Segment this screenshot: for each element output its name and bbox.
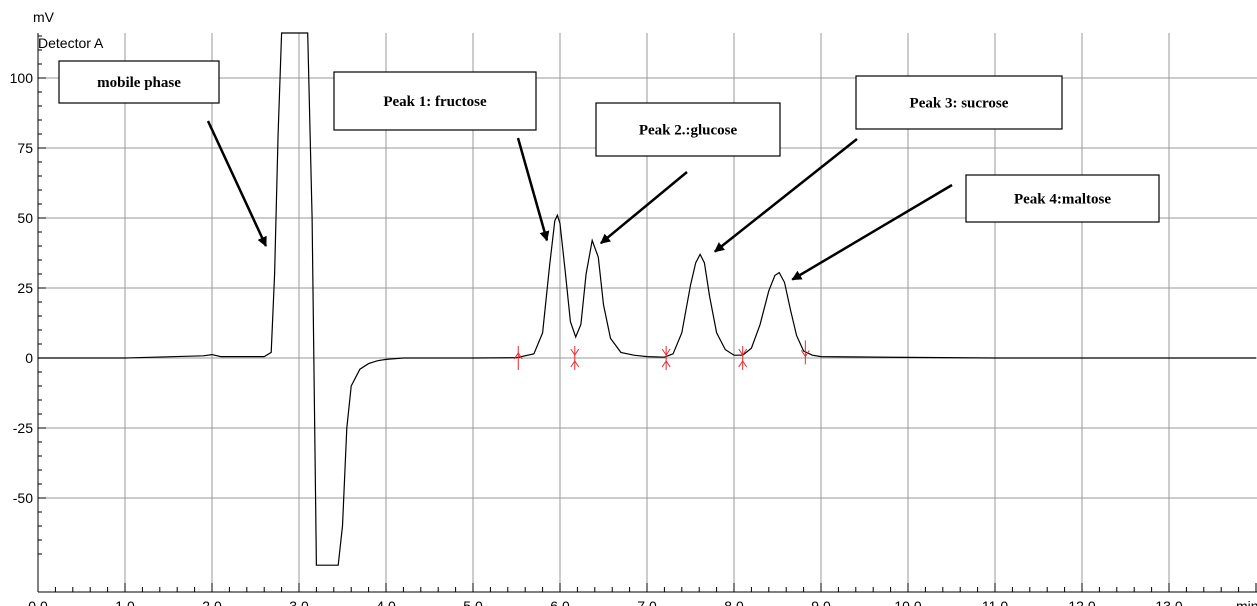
annotation-layer: mobile phase Peak 1: fructose Peak 2.:gluc… [58,60,1160,281]
x-unit-label: min [1236,598,1257,606]
y-tick-label: 100 [10,70,34,86]
x-tick-label: 7.0 [637,598,657,606]
y-tick-label: 25 [17,280,33,296]
annotation-arrow [516,137,550,242]
x-tick-label: 5.0 [463,598,483,606]
annotation-label: Peak 4:maltose [1014,192,1111,208]
x-tick-label: 1.0 [115,598,135,606]
annotation-label: Peak 2.:glucose [639,123,738,139]
y-tick-label: 75 [17,140,33,156]
x-tick-label: 12.0 [1068,598,1095,606]
annotation-box [333,71,537,131]
y-tick-label: -50 [13,490,33,506]
annotation-box [855,75,1063,130]
x-tick-label: 2.0 [202,598,222,606]
x-tick-label: 4.0 [376,598,396,606]
peak-integration-marker [800,340,810,365]
y-tick-label: 50 [17,210,33,226]
peak-integration-marker [661,346,671,370]
annotation-box [595,102,781,157]
x-tick-label: 0.0 [28,598,48,606]
series-layer [38,32,1256,566]
annotation-callout: Peak 2.:glucose [595,102,781,245]
x-tick-label: 13.0 [1155,598,1182,606]
annotation-arrow [600,171,688,245]
annotation-arrow [714,138,858,253]
x-tick-label: 9.0 [811,598,831,606]
annotation-box [58,60,220,104]
ticks-layer: 0.0 1.0 2.0 3.0 4.0 5.0 6.0 7.0 8.0 9.0 10.0 11.0 12… [10,35,1257,606]
annotation-label: mobile phase [97,75,181,91]
peak-marker-layer [513,340,810,370]
peak-integration-marker [738,346,748,370]
annotation-arrow [791,183,953,281]
y-unit-label: mV [33,9,55,25]
x-tick-label: 10.0 [894,598,921,606]
annotation-callout: Peak 4:maltose [791,174,1160,281]
detector-label: Detector A [38,35,104,51]
chromatogram-trace [38,32,1256,566]
peak-integration-marker [570,346,580,370]
annotation-label: Peak 1: fructose [383,94,487,110]
y-tick-label: -25 [13,420,33,436]
peak-integration-marker [513,346,523,370]
annotation-callout: mobile phase [58,60,268,247]
annotation-label: Peak 3: sucrose [910,96,1009,112]
x-tick-label: 3.0 [289,598,309,606]
y-tick-label: 0 [25,350,33,366]
annotation-box [965,174,1160,223]
x-tick-label: 11.0 [982,598,1008,606]
annotation-arrow [206,120,268,247]
annotation-callout: Peak 1: fructose [333,71,550,242]
x-tick-label: 8.0 [724,598,744,606]
annotation-callout: Peak 3: sucrose [714,75,1063,253]
x-tick-label: 6.0 [550,598,570,606]
